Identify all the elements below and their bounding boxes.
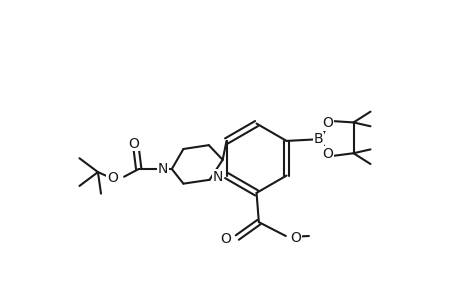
Text: N: N bbox=[212, 170, 223, 184]
Text: O: O bbox=[128, 137, 139, 151]
Text: O: O bbox=[291, 231, 301, 245]
Text: O: O bbox=[323, 147, 334, 161]
Text: N: N bbox=[158, 162, 168, 176]
Text: O: O bbox=[107, 171, 118, 185]
Text: O: O bbox=[323, 116, 334, 130]
Text: O: O bbox=[220, 232, 231, 246]
Text: B: B bbox=[314, 132, 324, 146]
